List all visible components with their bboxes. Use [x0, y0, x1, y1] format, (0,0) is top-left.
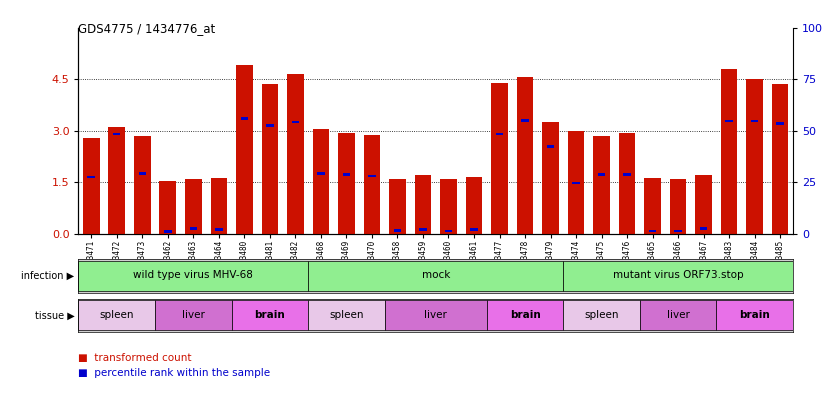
Bar: [88, 176, 95, 178]
Bar: [343, 173, 350, 176]
Bar: [368, 174, 376, 177]
Text: spleen: spleen: [584, 310, 619, 320]
Text: brain: brain: [510, 310, 540, 320]
Bar: [496, 133, 503, 136]
Bar: [292, 121, 299, 123]
Bar: [108, 127, 125, 234]
Bar: [189, 227, 197, 230]
Bar: [751, 119, 758, 122]
Bar: [159, 180, 176, 234]
Text: mock: mock: [421, 270, 450, 281]
Text: mutant virus ORF73.stop: mutant virus ORF73.stop: [613, 270, 743, 281]
Bar: [772, 84, 789, 234]
Bar: [649, 230, 657, 232]
Bar: [78, 300, 155, 331]
Bar: [470, 228, 477, 231]
Bar: [389, 179, 406, 234]
Bar: [394, 229, 401, 232]
Bar: [674, 230, 682, 232]
Bar: [420, 228, 427, 231]
Text: liver: liver: [182, 310, 205, 320]
Text: GDS4775 / 1434776_at: GDS4775 / 1434776_at: [78, 22, 216, 35]
Bar: [776, 122, 784, 125]
Bar: [415, 175, 431, 234]
Bar: [385, 300, 487, 331]
Bar: [287, 74, 304, 234]
Bar: [721, 69, 738, 234]
Bar: [624, 173, 631, 176]
Bar: [521, 119, 529, 122]
Bar: [266, 124, 273, 127]
Bar: [440, 179, 457, 234]
Bar: [78, 261, 308, 291]
Bar: [338, 133, 354, 234]
Bar: [567, 130, 584, 234]
Bar: [640, 300, 716, 331]
Bar: [670, 179, 686, 234]
Bar: [598, 173, 605, 176]
Text: brain: brain: [739, 310, 770, 320]
Bar: [725, 119, 733, 122]
Bar: [317, 172, 325, 175]
Bar: [211, 178, 227, 234]
Bar: [563, 261, 793, 291]
Bar: [695, 175, 712, 234]
Bar: [134, 136, 150, 234]
Bar: [547, 145, 554, 147]
Bar: [716, 300, 793, 331]
Bar: [572, 182, 580, 184]
Bar: [215, 228, 222, 231]
Bar: [185, 179, 202, 234]
Text: ■  transformed count: ■ transformed count: [78, 353, 192, 363]
Bar: [466, 177, 482, 234]
Bar: [517, 77, 534, 234]
Bar: [113, 133, 121, 136]
Text: liver: liver: [425, 310, 447, 320]
Text: brain: brain: [254, 310, 285, 320]
Bar: [363, 135, 380, 234]
Bar: [619, 133, 635, 234]
Bar: [644, 178, 661, 234]
Bar: [236, 65, 253, 234]
Bar: [240, 117, 248, 120]
Bar: [164, 230, 172, 233]
Text: ■  percentile rank within the sample: ■ percentile rank within the sample: [78, 368, 271, 378]
Bar: [563, 300, 640, 331]
Bar: [487, 300, 563, 331]
Text: wild type virus MHV-68: wild type virus MHV-68: [133, 270, 254, 281]
Text: liver: liver: [667, 310, 690, 320]
Bar: [700, 227, 707, 230]
Bar: [491, 83, 508, 234]
Bar: [231, 300, 308, 331]
Text: spleen: spleen: [99, 310, 134, 320]
Bar: [308, 261, 563, 291]
Bar: [542, 122, 559, 234]
Bar: [308, 300, 385, 331]
Text: tissue ▶: tissue ▶: [35, 310, 74, 320]
Bar: [139, 172, 146, 175]
Text: spleen: spleen: [329, 310, 363, 320]
Bar: [155, 300, 231, 331]
Text: infection ▶: infection ▶: [21, 271, 74, 281]
Bar: [747, 79, 763, 234]
Bar: [593, 136, 610, 234]
Bar: [83, 138, 99, 234]
Bar: [312, 129, 330, 234]
Bar: [262, 84, 278, 234]
Bar: [444, 230, 452, 232]
